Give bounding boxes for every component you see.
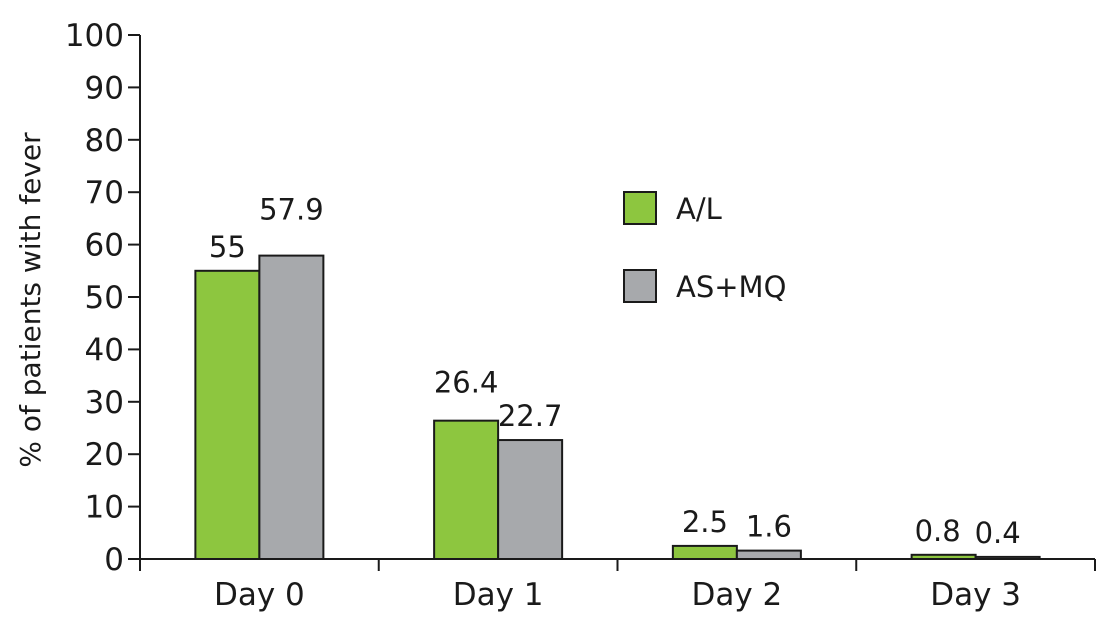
y-axis-title: % of patients with fever (14, 132, 47, 468)
data-label: 2.5 (682, 505, 728, 539)
y-tick-label: 90 (85, 70, 124, 106)
legend: A/L AS+MQ (623, 191, 786, 304)
bar-asmq-day-0 (258, 254, 325, 560)
bars (194, 254, 1041, 561)
bar-asmq-day-3 (974, 555, 1041, 560)
y-tick-label: 60 (85, 228, 124, 264)
bar-al-day-1 (433, 419, 500, 560)
legend-swatch (623, 191, 657, 225)
data-label: 26.4 (434, 366, 499, 400)
y-axis: 0 10 20 30 40 50 60 70 80 90 100 (65, 18, 141, 578)
data-label: 55 (209, 230, 246, 264)
bar-asmq-day-2 (735, 549, 802, 561)
y-tick-label: 0 (104, 542, 124, 578)
x-category-label: Day 3 (930, 577, 1021, 613)
x-category-label: Day 2 (691, 577, 782, 613)
y-tick-label: 50 (85, 280, 124, 316)
x-category-label: Day 0 (214, 577, 305, 613)
data-label: 0.4 (975, 516, 1021, 550)
x-axis: Day 0 Day 1 Day 2 Day 3 (139, 558, 1096, 613)
legend-swatch (623, 269, 657, 303)
x-category-label: Day 1 (453, 577, 544, 613)
data-label: 1.6 (746, 510, 792, 544)
legend-label: A/L (676, 192, 722, 226)
data-labels: 55 26.4 2.5 0.8 57.9 22.7 1.6 0.4 (209, 193, 1021, 550)
bar-al-day-2 (671, 544, 738, 561)
data-label: 22.7 (498, 399, 563, 433)
bar-al-day-0 (194, 269, 261, 560)
y-tick-label: 20 (85, 437, 124, 473)
data-label: 57.9 (259, 193, 324, 227)
y-tick-label: 10 (85, 490, 124, 526)
bar-asmq-day-1 (497, 439, 564, 560)
y-tick-label: 40 (85, 332, 124, 368)
y-tick-label: 70 (85, 175, 124, 211)
y-tick-label: 80 (85, 123, 124, 159)
data-label: 0.8 (915, 514, 961, 548)
bar-al-day-3 (910, 553, 977, 560)
y-tick-label: 30 (85, 385, 124, 421)
y-tick-label: 100 (65, 18, 124, 54)
legend-label: AS+MQ (676, 270, 786, 304)
